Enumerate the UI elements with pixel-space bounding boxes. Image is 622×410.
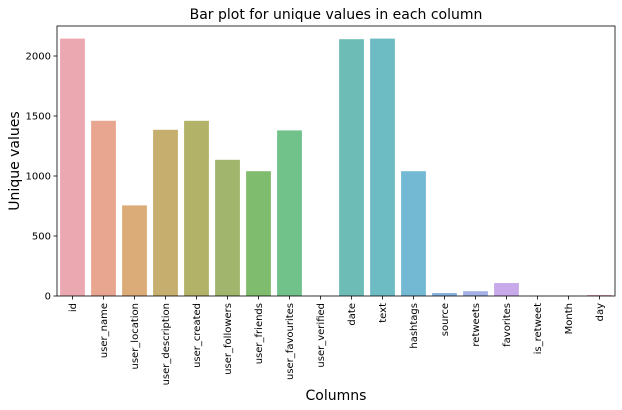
x-tick-label: date — [347, 303, 358, 326]
x-tick-label: user_followers — [223, 303, 234, 375]
x-tick-label: source — [440, 303, 451, 336]
bar-text — [370, 38, 395, 296]
chart-title: Bar plot for unique values in each colum… — [190, 7, 483, 23]
bars-layer — [60, 38, 612, 296]
x-tick-label: user_verified — [316, 303, 327, 368]
y-ticks: 0 500 1000 1500 2000 — [26, 52, 57, 303]
bar-id — [60, 38, 85, 296]
y-tick-label: 1000 — [26, 172, 51, 183]
y-tick-label: 0 — [45, 292, 51, 303]
y-tick-label: 500 — [32, 232, 51, 243]
x-tick-label: day — [595, 303, 606, 321]
x-tick-label: user_created — [192, 303, 203, 368]
x-tick-label: id — [68, 303, 79, 312]
x-tick-label: user_description — [161, 303, 172, 385]
x-tick-label: Month — [564, 303, 575, 334]
x-tick-label: user_friends — [254, 303, 265, 364]
bar-user_location — [122, 205, 147, 296]
bar-user_followers — [215, 159, 240, 296]
bar-user_favourites — [277, 130, 302, 296]
bar-user_created — [184, 120, 209, 296]
x-axis-title: Columns — [306, 388, 367, 404]
bar-retweets — [463, 291, 488, 296]
bar-favorites — [494, 283, 519, 296]
x-tick-label: user_favourites — [285, 303, 296, 380]
bar-hashtags — [401, 171, 426, 296]
bar-day — [587, 295, 612, 296]
bar-source — [432, 293, 457, 296]
x-ticks: id user_name user_location user_description… — [68, 296, 606, 385]
bar-user_friends — [246, 171, 271, 296]
x-tick-label: user_name — [99, 303, 110, 358]
x-tick-label: favorites — [502, 303, 513, 347]
bar-user_description — [153, 129, 178, 296]
y-tick-label: 2000 — [26, 52, 51, 63]
y-tick-label: 1500 — [26, 112, 51, 123]
bar-user_name — [91, 120, 116, 296]
bar-date — [339, 39, 364, 296]
x-tick-label: text — [378, 303, 389, 323]
plot-frame — [56, 25, 616, 297]
x-tick-label: user_location — [130, 303, 141, 370]
x-tick-label: retweets — [471, 303, 482, 347]
plot-background — [57, 26, 615, 296]
x-tick-label: hashtags — [409, 303, 420, 349]
y-axis-title: Unique values — [7, 111, 23, 210]
x-tick-label: is_retweet — [533, 303, 544, 354]
